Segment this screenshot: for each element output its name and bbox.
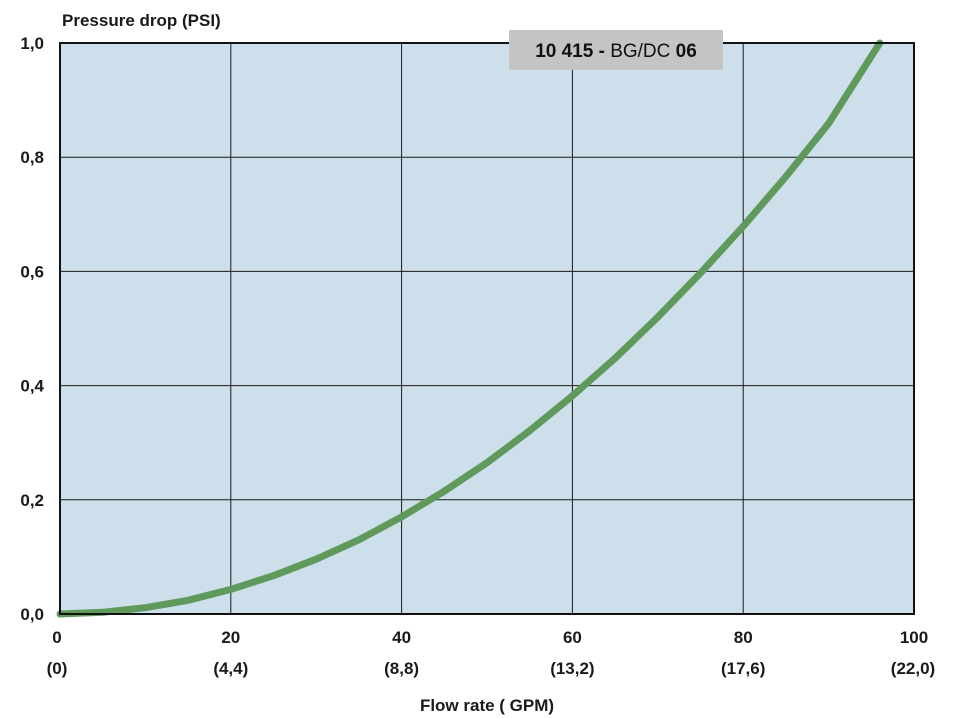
series-line-pressure-drop — [56, 39, 884, 618]
x-tick-label-secondary: (22,0) — [891, 659, 935, 678]
plot-frame — [59, 42, 915, 615]
grid-lines — [60, 43, 914, 614]
x-tick-labels: 0 20 40 60 80 100 (0) (4,4) (8,8) (13,2) (17,6) (22… — [47, 628, 936, 678]
x-tick-label-secondary: (17,6) — [721, 659, 765, 678]
x-tick-label-secondary: (13,2) — [550, 659, 594, 678]
y-tick-label: 0,6 — [20, 262, 44, 281]
y-tick-label: 0,4 — [20, 377, 44, 396]
model-badge-part-b: BG/DC — [605, 41, 676, 62]
model-badge-part-c: 06 — [676, 41, 697, 62]
model-badge-part-a: 10 415 - — [535, 41, 605, 62]
y-tick-label: 0,2 — [20, 491, 44, 510]
y-tick-label: 0,8 — [20, 148, 44, 167]
x-tick-label: 40 — [392, 628, 411, 647]
model-badge-background — [509, 30, 723, 70]
model-badge: 10 415 - BG/DC 06 — [509, 30, 723, 70]
model-badge-text: 10 415 - BG/DC 06 — [535, 41, 697, 62]
x-tick-label: 0 — [52, 628, 61, 647]
y-tick-label: 1,0 — [20, 34, 44, 53]
x-tick-label: 20 — [221, 628, 240, 647]
y-tick-labels: 0,0 0,2 0,4 0,6 0,8 1,0 — [20, 34, 44, 624]
x-tick-label-secondary: (8,8) — [384, 659, 419, 678]
x-tick-label: 60 — [563, 628, 582, 647]
x-tick-label: 80 — [734, 628, 753, 647]
plot-area — [60, 43, 914, 614]
x-axis-title: Flow rate ( GPM) — [420, 696, 554, 715]
y-tick-label: 0,0 — [20, 605, 44, 624]
y-axis-title: Pressure drop (PSI) — [62, 11, 221, 30]
x-tick-label-secondary: (0) — [47, 659, 68, 678]
x-tick-label: 100 — [900, 628, 928, 647]
x-tick-label-secondary: (4,4) — [213, 659, 248, 678]
